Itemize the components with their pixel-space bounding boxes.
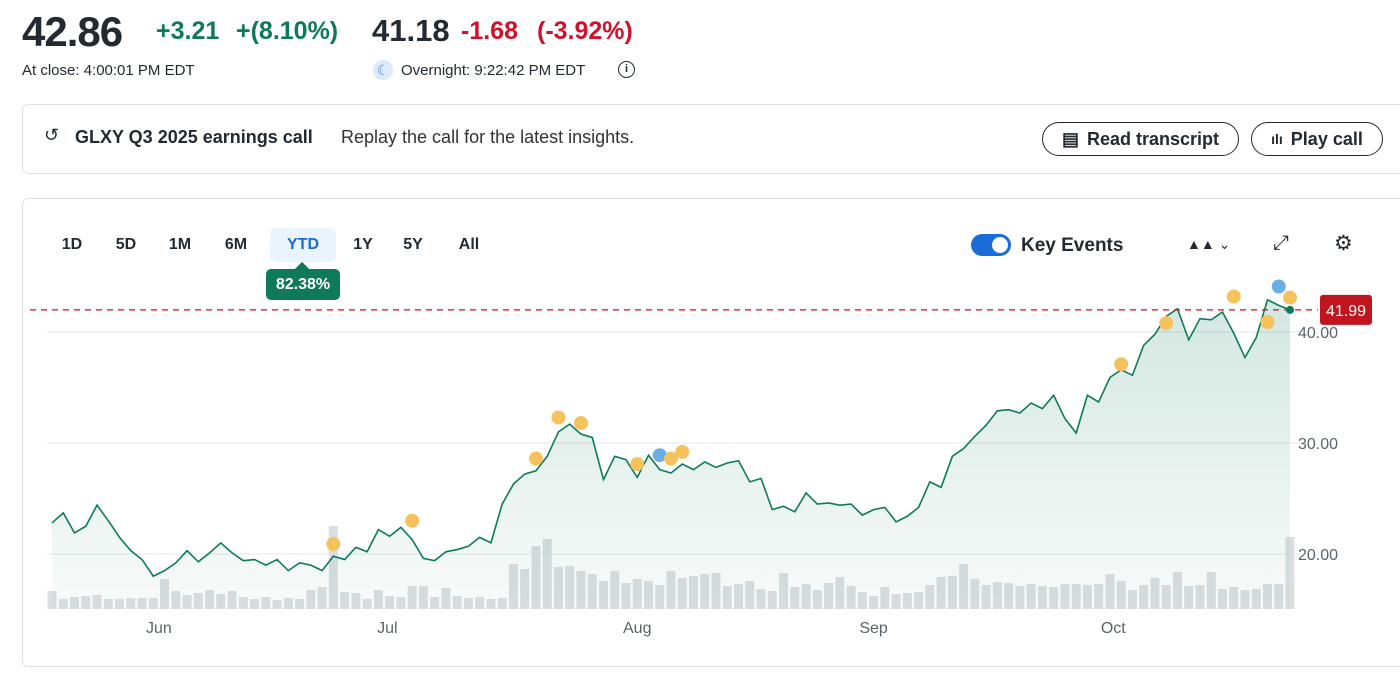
chart-type-dropdown[interactable]: ▲▲ ⌄ [1187, 236, 1230, 253]
key-event-marker[interactable] [573, 416, 588, 431]
chart-card [22, 198, 1400, 667]
key-event-marker[interactable] [551, 410, 566, 425]
range-tab-1y[interactable]: 1Y [353, 236, 373, 253]
key-event-marker[interactable] [1226, 289, 1241, 304]
transcript-icon: ▤ [1061, 128, 1079, 149]
mountain-icon: ▲▲ [1187, 236, 1215, 252]
y-tick-label: 20.00 [1298, 547, 1338, 564]
x-axis-label: Aug [623, 620, 651, 637]
price-change-pct: +(8.10%) [236, 17, 339, 45]
range-tab-1m[interactable]: 1M [168, 236, 192, 253]
x-axis-label: Jul [377, 620, 397, 637]
audio-wave-icon: ılı [1271, 131, 1283, 147]
key-event-marker[interactable] [1271, 279, 1286, 294]
overnight-time: Overnight: 9:22:42 PM EDT [401, 62, 586, 79]
play-call-button[interactable]: ılı Play call [1251, 122, 1383, 156]
price-area [52, 299, 1290, 609]
last-price-dot [1286, 305, 1294, 314]
y-tick-label: 40.00 [1298, 325, 1338, 342]
banner-title: GLXY Q3 2025 earnings call [75, 127, 313, 147]
moon-icon: ☾ [373, 60, 393, 80]
range-tab-1d[interactable]: 1D [61, 236, 83, 253]
settings-gear-icon[interactable]: ⚙ [1334, 232, 1353, 255]
key-event-marker[interactable] [1159, 316, 1174, 331]
expand-icon[interactable]: ⤢ [1273, 232, 1289, 254]
key-event-marker[interactable] [652, 448, 667, 463]
range-tab-all[interactable]: All [458, 236, 480, 253]
read-transcript-label: Read transcript [1086, 128, 1220, 149]
key-event-marker[interactable] [630, 457, 645, 472]
key-event-marker[interactable] [405, 513, 420, 528]
key-event-marker[interactable] [528, 451, 543, 466]
chevron-down-icon: ⌄ [1218, 236, 1231, 252]
x-axis-label: Oct [1101, 620, 1126, 637]
price-line [51, 298, 1291, 578]
info-icon[interactable]: i [618, 61, 635, 78]
range-tab-ytd[interactable]: YTD [270, 228, 336, 262]
range-tab-6m[interactable]: 6M [224, 236, 248, 253]
key-event-marker[interactable] [1260, 315, 1275, 330]
key-event-marker[interactable] [326, 537, 341, 552]
key-events-toggle[interactable] [971, 234, 1011, 256]
key-event-marker[interactable] [1114, 357, 1129, 372]
key-events-label: Key Events [1021, 235, 1124, 256]
range-tab-5d[interactable]: 5D [115, 236, 137, 253]
overnight-change-pct: (-3.92%) [537, 17, 633, 45]
price-change: +3.21 [156, 17, 220, 45]
current-price-tag [1320, 294, 1372, 325]
key-event-marker[interactable] [675, 444, 690, 459]
replay-icon: ↺ [44, 125, 60, 145]
overnight-price: 41.18 [372, 13, 450, 48]
current-price-label: 41.99 [1326, 303, 1366, 320]
read-transcript-button[interactable]: ▤ Read transcript [1042, 122, 1239, 156]
toggle-knob [992, 237, 1008, 253]
key-event-marker[interactable] [664, 451, 678, 466]
x-axis-label: Jun [146, 620, 172, 637]
range-tab-5y[interactable]: 5Y [403, 236, 423, 253]
y-tick-label: 30.00 [1298, 436, 1338, 453]
overnight-change: -1.68 [461, 17, 518, 45]
banner-subtitle: Replay the call for the latest insights. [341, 127, 635, 147]
x-axis-label: Sep [859, 620, 888, 637]
last-price: 42.86 [22, 8, 123, 55]
close-time: At close: 4:00:01 PM EDT [22, 62, 195, 79]
play-call-label: Play call [1290, 128, 1363, 149]
earnings-call-banner [22, 104, 1400, 174]
key-event-marker[interactable] [1283, 290, 1297, 305]
